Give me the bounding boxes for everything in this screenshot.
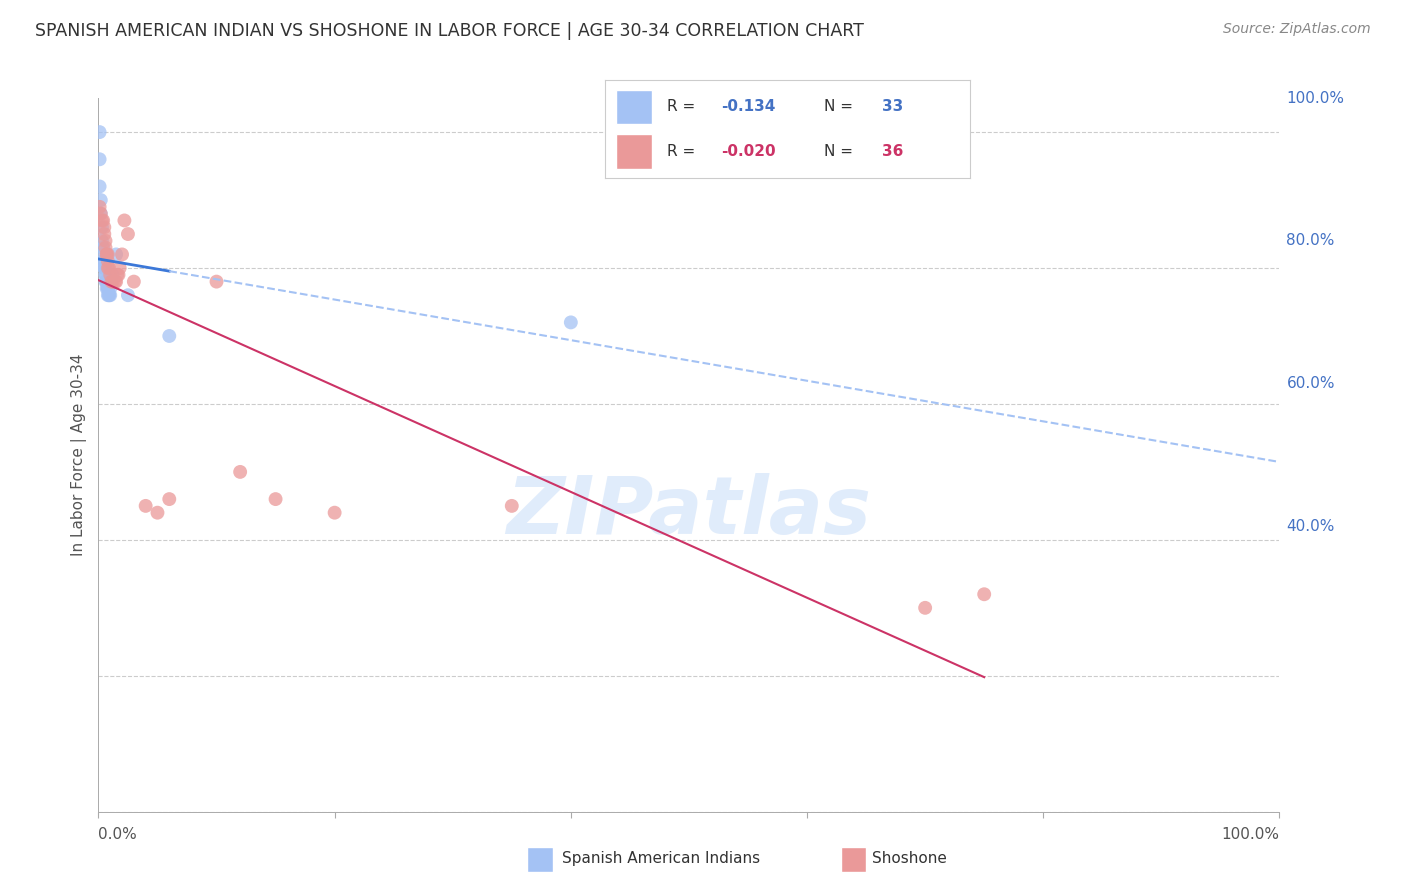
Point [108,260,131,275]
Text: SPANISH AMERICAN INDIAN VS SHOSHONE IN LABOR FORCE | AGE 30-34 CORRELATION CHART: SPANISH AMERICAN INDIAN VS SHOSHONE IN L… [35,22,865,40]
Point [93,260,115,275]
Point [94,260,117,275]
Point [135,499,157,513]
Point [122,275,145,289]
Point [105,247,128,261]
Point [96,247,118,261]
Point [101,275,124,289]
Text: ZIPatlas: ZIPatlas [506,473,872,551]
Point [117,288,139,302]
Bar [616,134,652,169]
Point [91,241,114,255]
Point [264,492,287,507]
Text: -0.020: -0.020 [721,145,776,160]
Point [323,506,346,520]
Point [117,227,139,241]
Point [91,247,114,261]
Text: 0.0%: 0.0% [98,827,138,841]
Text: 60.0%: 60.0% [1286,376,1334,391]
Text: R =: R = [666,145,700,160]
Point [96,281,118,295]
Point [98,268,121,282]
Point [91,220,114,235]
Point [205,275,228,289]
Point [105,275,128,289]
Point [90,193,112,207]
Text: N =: N = [824,99,858,114]
Point [97,260,120,275]
Point [100,275,122,289]
Point [91,213,114,227]
Point [96,275,118,289]
Point [97,254,120,268]
Point [97,247,120,261]
Point [97,288,120,302]
Point [560,315,582,329]
Text: -0.134: -0.134 [721,99,776,114]
Point [89,125,111,139]
Point [112,213,135,227]
Point [107,268,129,282]
Point [90,207,112,221]
Point [93,254,115,268]
Point [229,465,252,479]
Text: 100.0%: 100.0% [1222,827,1279,841]
Point [94,234,117,248]
Point [100,275,122,289]
Point [111,247,134,261]
Point [94,268,117,282]
Text: N =: N = [824,145,858,160]
Text: 40.0%: 40.0% [1286,519,1334,533]
Point [97,281,120,295]
Point [96,247,118,261]
Point [101,268,124,282]
Point [90,207,112,221]
Point [98,281,121,295]
Point [89,200,111,214]
Text: 100.0%: 100.0% [1286,91,1344,105]
Point [91,213,114,227]
Bar [616,90,652,124]
Point [89,179,111,194]
Point [91,234,114,248]
Point [914,600,936,615]
Text: 33: 33 [883,99,904,114]
Text: Source: ZipAtlas.com: Source: ZipAtlas.com [1223,22,1371,37]
Point [98,288,121,302]
Point [98,260,121,275]
Point [98,288,121,302]
Text: Shoshone: Shoshone [872,851,946,865]
Point [146,506,169,520]
Point [105,268,128,282]
Point [94,268,117,282]
Y-axis label: In Labor Force | Age 30-34: In Labor Force | Age 30-34 [72,353,87,557]
Text: R =: R = [666,99,700,114]
Point [104,275,127,289]
Point [501,499,523,513]
Point [973,587,995,601]
Point [89,153,111,167]
Point [93,220,115,235]
Point [98,288,121,302]
Point [94,241,117,255]
Text: 36: 36 [883,145,904,160]
Point [97,281,120,295]
Point [157,492,180,507]
Point [96,275,118,289]
Text: Spanish American Indians: Spanish American Indians [562,851,761,865]
Point [157,329,180,343]
Point [94,275,117,289]
Point [93,227,115,241]
Point [91,254,114,268]
Text: 80.0%: 80.0% [1286,234,1334,248]
Point [93,260,115,275]
